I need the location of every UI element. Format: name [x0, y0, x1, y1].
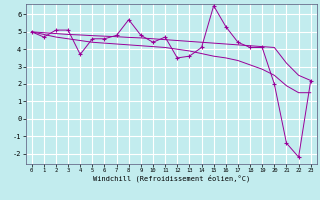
X-axis label: Windchill (Refroidissement éolien,°C): Windchill (Refroidissement éolien,°C): [92, 175, 250, 182]
